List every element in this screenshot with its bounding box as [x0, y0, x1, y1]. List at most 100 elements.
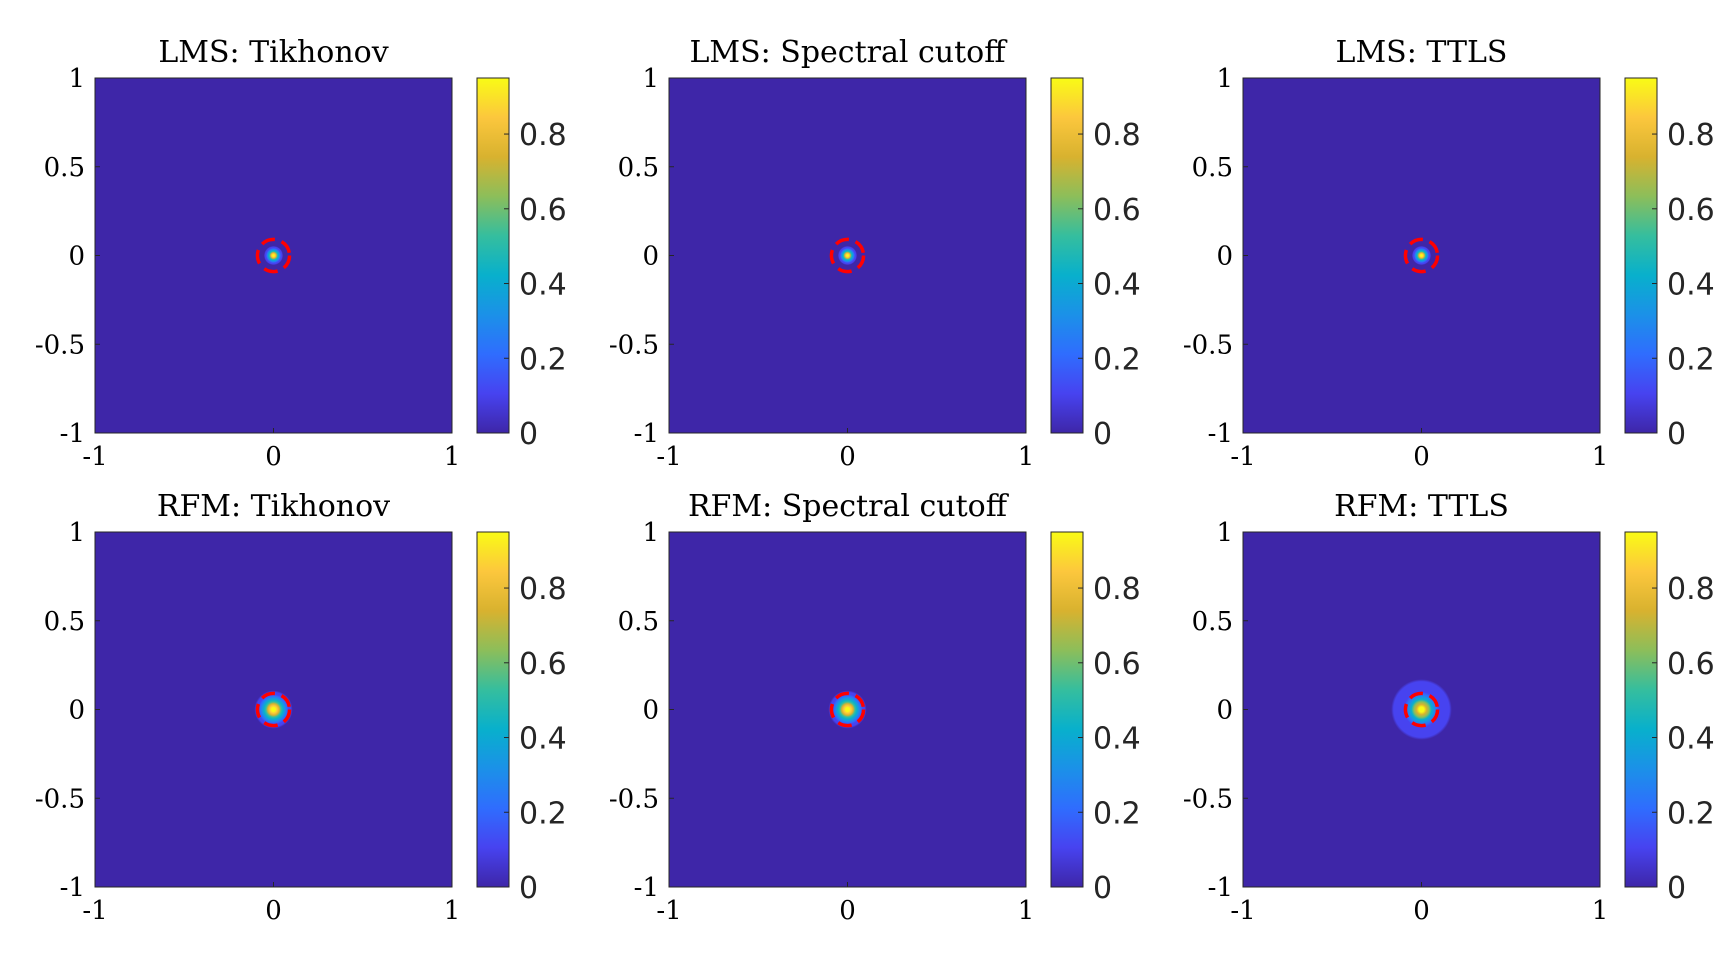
colorbar-tick-label: 0.8 — [519, 572, 567, 607]
colorbar-tick-label: 0 — [1667, 871, 1686, 906]
heatmap-peak — [1410, 244, 1433, 267]
colorbar-tick-label: 0.2 — [1093, 342, 1141, 377]
colorbar-tick-label: 0.2 — [1093, 796, 1141, 831]
subplot-title: LMS: Tikhonov — [158, 35, 388, 70]
heatmap-peak — [836, 244, 859, 267]
x-tick-label: -1 — [656, 896, 681, 926]
y-tick-label: 0.5 — [618, 607, 659, 637]
true-source-circle — [829, 237, 866, 274]
y-tick-label: 0 — [1216, 242, 1233, 272]
colorbar-tick-label: 0 — [519, 871, 538, 906]
colorbar — [476, 77, 510, 434]
colorbar-tick-label: 0.8 — [1667, 572, 1715, 607]
subplot-2: LMS: Spectral cutoff 1 0.5 0 -0.5 -1-1 0 1 0.8 0.… — [609, 35, 1141, 472]
colorbar-tick-label: 0.2 — [1667, 342, 1715, 377]
colorbar — [1050, 77, 1084, 434]
subplot-title: RFM: Tikhonov — [157, 489, 390, 524]
y-tick-label: -0.5 — [1183, 330, 1233, 360]
y-tick-label: -0.5 — [609, 330, 659, 360]
subplot-title: RFM: Spectral cutoff — [688, 489, 1010, 524]
colorbar-tick-label: 0.8 — [1667, 118, 1715, 153]
x-tick-label: 1 — [1018, 442, 1035, 472]
colorbar-tick-label: 0.8 — [519, 118, 567, 153]
y-tick-label: 0.5 — [1192, 153, 1233, 183]
y-tick-label: 0.5 — [1192, 607, 1233, 637]
colorbar-tick-label: 0 — [1093, 871, 1112, 906]
y-tick-label: 0 — [642, 696, 659, 726]
colorbar-tick-label: 0 — [1667, 417, 1686, 452]
x-tick-label: 1 — [1592, 896, 1609, 926]
colorbar — [1624, 531, 1658, 888]
colorbar-tick-label: 0.6 — [1093, 647, 1141, 682]
true-source-circle — [1403, 691, 1440, 728]
y-tick-label: 1 — [68, 64, 85, 94]
y-tick-label: -1 — [634, 873, 659, 903]
heatmap-peak — [1391, 679, 1452, 740]
x-tick-label: 0 — [1413, 442, 1430, 472]
colorbar-tick-label: 0 — [519, 417, 538, 452]
colorbar — [1624, 77, 1658, 434]
x-tick-label: 0 — [1413, 896, 1430, 926]
subplot-3: LMS: TTLS 1 0.5 0 -0.5 -1-1 0 1 0.8 0.6 0.4 0.2 0 — [1183, 35, 1715, 472]
subplot-1: LMS: Tikhonov 1 0.5 0 -0.5 -1-1 0 1 0.8 0.6 0.4 0.2… — [35, 35, 567, 472]
x-tick-label: 1 — [1592, 442, 1609, 472]
y-tick-label: 1 — [1216, 64, 1233, 94]
colorbar-tick-label: 0.2 — [519, 796, 567, 831]
x-tick-label: -1 — [82, 442, 107, 472]
colorbar-tick-label: 0.6 — [1667, 193, 1715, 228]
x-tick-label: 0 — [839, 442, 856, 472]
y-tick-label: 1 — [1216, 518, 1233, 548]
x-tick-label: 0 — [265, 896, 282, 926]
subplot-title: RFM: TTLS — [1334, 489, 1509, 524]
subplot-title: LMS: Spectral cutoff — [689, 35, 1008, 70]
colorbar-tick-label: 0.4 — [519, 722, 567, 757]
colorbar-tick-label: 0.4 — [1093, 268, 1141, 303]
colorbar-tick-label: 0.8 — [1093, 572, 1141, 607]
x-tick-label: 1 — [444, 896, 461, 926]
colorbar-tick-label: 0.4 — [1667, 722, 1715, 757]
y-tick-label: -1 — [1208, 873, 1233, 903]
colorbar-tick-label: 0.2 — [1667, 796, 1715, 831]
colorbar-tick-label: 0.4 — [519, 268, 567, 303]
true-source-circle — [255, 691, 292, 728]
colorbar-tick-label: 0.6 — [519, 647, 567, 682]
colorbar-tick-label: 0.6 — [1667, 647, 1715, 682]
y-tick-label: 0.5 — [618, 153, 659, 183]
colorbar — [1050, 531, 1084, 888]
colorbar — [476, 531, 510, 888]
y-tick-label: 0.5 — [44, 607, 85, 637]
y-tick-label: 0.5 — [44, 153, 85, 183]
true-source-circle — [1403, 237, 1440, 274]
y-tick-label: -0.5 — [35, 784, 85, 814]
y-tick-label: -0.5 — [609, 784, 659, 814]
colorbar-tick-label: 0.6 — [1093, 193, 1141, 228]
subplot-4: RFM: Tikhonov 1 0.5 0 -0.5 -1-1 0 1 0.8 0.6 0.4 0.2… — [35, 489, 567, 926]
x-tick-label: 0 — [265, 442, 282, 472]
y-tick-label: 0 — [642, 242, 659, 272]
y-tick-label: 1 — [642, 518, 659, 548]
x-tick-label: -1 — [82, 896, 107, 926]
x-tick-label: -1 — [1230, 896, 1255, 926]
true-source-circle — [829, 691, 866, 728]
y-tick-label: 0 — [1216, 696, 1233, 726]
x-tick-label: 1 — [1018, 896, 1035, 926]
colorbar-tick-label: 0.6 — [519, 193, 567, 228]
y-tick-label: -1 — [634, 419, 659, 449]
y-tick-label: 1 — [642, 64, 659, 94]
x-tick-label: 1 — [444, 442, 461, 472]
y-tick-label: -0.5 — [1183, 784, 1233, 814]
subplot-5: RFM: Spectral cutoff 1 0.5 0 -0.5 -1-1 0 1 0.8 0.… — [609, 489, 1141, 926]
y-tick-label: 0 — [68, 242, 85, 272]
y-tick-label: 1 — [68, 518, 85, 548]
colorbar-tick-label: 0.2 — [519, 342, 567, 377]
x-tick-label: -1 — [1230, 442, 1255, 472]
subplot-title: LMS: TTLS — [1336, 35, 1508, 70]
y-tick-label: -1 — [1208, 419, 1233, 449]
heatmap-peak — [262, 244, 285, 267]
x-tick-label: -1 — [656, 442, 681, 472]
y-tick-label: -1 — [60, 419, 85, 449]
colorbar-tick-label: 0.4 — [1093, 722, 1141, 757]
true-source-circle — [255, 237, 292, 274]
y-tick-label: -0.5 — [35, 330, 85, 360]
